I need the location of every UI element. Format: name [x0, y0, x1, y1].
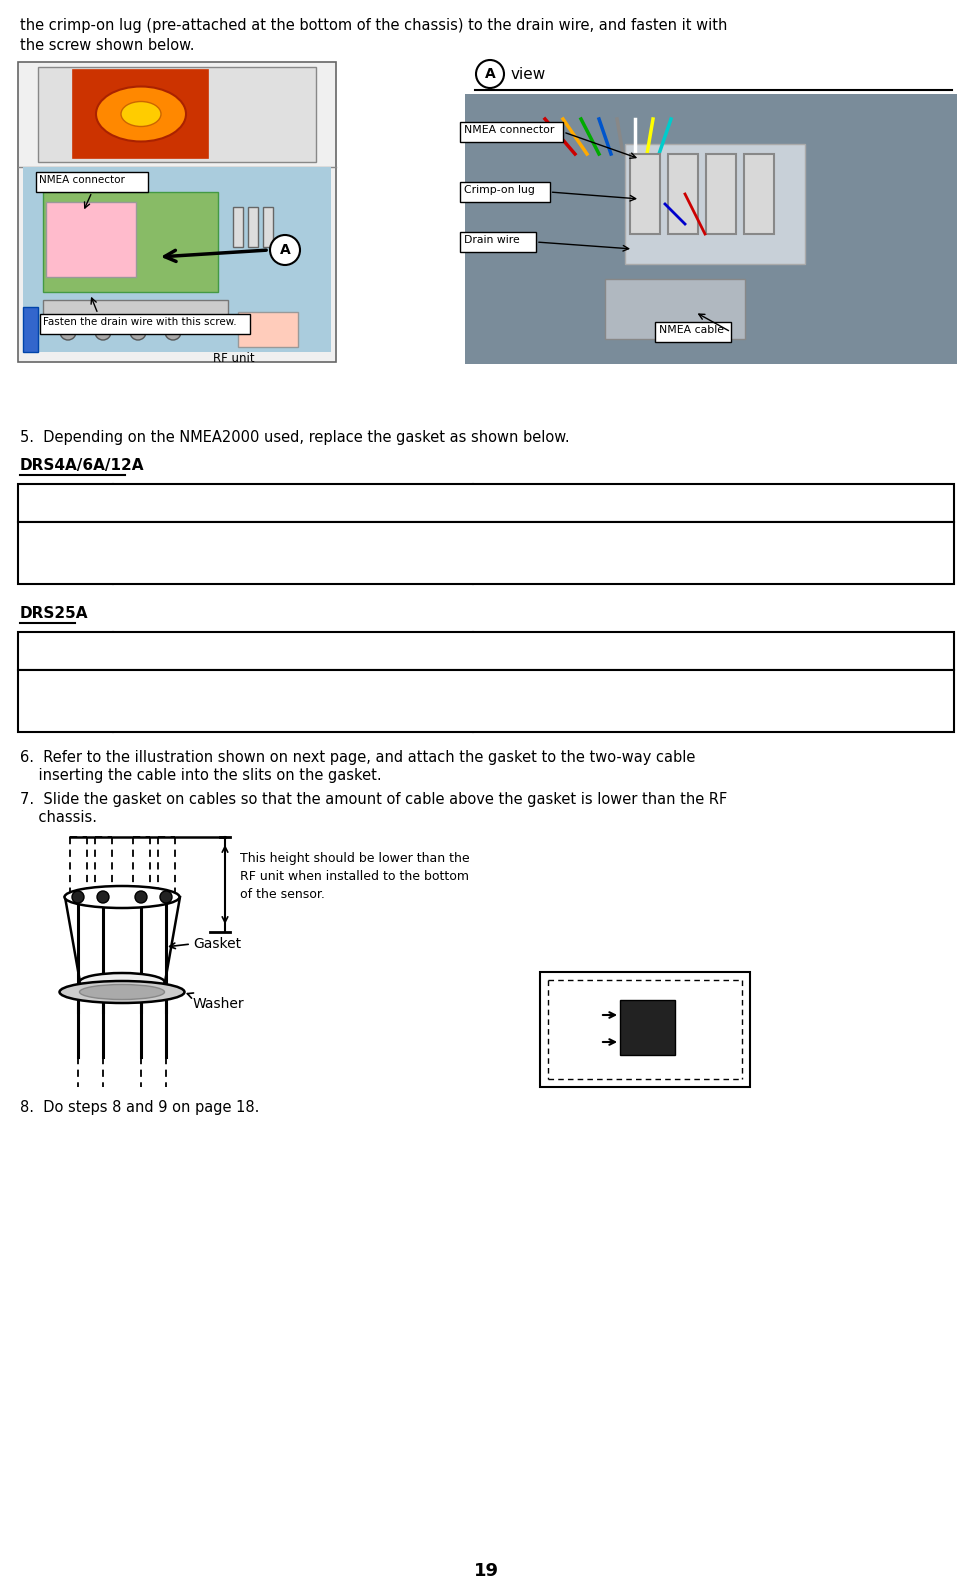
Text: RF unit: RF unit [688, 1018, 735, 1031]
Bar [460, 182, 549, 202]
Text: Fasten the drain wire with this screw.: Fasten the drain wire with this screw. [43, 318, 236, 327]
Bar [263, 207, 273, 247]
Text: Code No.: 001-025-790): Code No.: 001-025-790) [478, 549, 644, 561]
Text: view: view [511, 66, 546, 82]
Text: M12-05BFFM (φ6): M12-05BFFM (φ6) [231, 640, 355, 655]
Bar [465, 93, 957, 364]
Bar [655, 323, 731, 341]
Circle shape [160, 892, 172, 903]
Bar [625, 144, 805, 264]
Text: Use the gasket supplied in the plastic: Use the gasket supplied in the plastic [118, 530, 379, 544]
Bar [43, 191, 218, 292]
Bar [43, 300, 228, 323]
Text: A: A [280, 243, 291, 258]
Text: Crimp-on lug: Crimp-on lug [464, 185, 535, 194]
Bar [238, 311, 298, 346]
Bar [40, 315, 250, 334]
Bar [668, 153, 698, 234]
Text: Use the gasket supplied in the plastic: Use the gasket supplied in the plastic [118, 678, 379, 692]
Text: NMEA connector: NMEA connector [39, 175, 124, 185]
Text: bag inside the radar sensor.: bag inside the radar sensor. [118, 696, 312, 710]
Ellipse shape [121, 101, 161, 126]
Bar [706, 153, 736, 234]
Bar [630, 153, 660, 234]
Bar [744, 153, 774, 234]
Bar [23, 307, 38, 353]
Text: Code No.: 001-035-290): Code No.: 001-035-290) [478, 696, 644, 710]
Text: CB-05BFFM (φ10): CB-05BFFM (φ10) [652, 640, 774, 655]
Text: chassis.: chassis. [20, 809, 97, 825]
Circle shape [97, 892, 109, 903]
Text: of the sensor.: of the sensor. [240, 889, 325, 901]
Bar [233, 207, 243, 247]
Ellipse shape [80, 972, 164, 991]
Text: 5.  Depending on the NMEA2000 used, replace the gasket as shown below.: 5. Depending on the NMEA2000 used, repla… [20, 430, 570, 444]
Ellipse shape [96, 87, 186, 142]
Text: bag inside the radar sensor.: bag inside the radar sensor. [118, 549, 312, 561]
Bar [460, 122, 563, 142]
Text: Use the optional gasket. (Type: OP03-206,: Use the optional gasket. (Type: OP03-206… [478, 678, 770, 692]
Bar [23, 168, 331, 353]
Text: the crimp-on lug (pre-attached at the bottom of the chassis) to the drain wire, : the crimp-on lug (pre-attached at the bo… [20, 17, 727, 33]
Text: the screw shown below.: the screw shown below. [20, 38, 194, 54]
Text: inserting the cable into the slits on the gasket.: inserting the cable into the slits on th… [20, 768, 382, 783]
Text: This height should be lower than the: This height should be lower than the [240, 852, 469, 865]
Bar [38, 66, 316, 161]
Ellipse shape [59, 980, 185, 1002]
Bar [46, 202, 136, 277]
Text: Cable type: Cable type [23, 493, 98, 508]
Circle shape [95, 324, 111, 340]
Bar [605, 278, 745, 338]
Ellipse shape [64, 885, 180, 907]
Bar [18, 484, 954, 522]
Text: DRS25A: DRS25A [20, 606, 88, 621]
Bar [36, 172, 148, 191]
Ellipse shape [80, 985, 164, 999]
Text: NMEA connector: NMEA connector [464, 125, 554, 134]
Bar [73, 70, 208, 158]
Text: Gasket: Gasket [193, 938, 241, 952]
Bar [248, 207, 258, 247]
Circle shape [165, 324, 181, 340]
Bar [540, 972, 750, 1088]
Text: 19: 19 [473, 1562, 499, 1579]
Bar [620, 1001, 675, 1055]
Circle shape [135, 892, 147, 903]
Text: RF unit: RF unit [213, 353, 255, 365]
Text: Gasket: Gasket [552, 1032, 598, 1045]
Text: 6.  Refer to the illustration shown on next page, and attach the gasket to the t: 6. Refer to the illustration shown on ne… [20, 749, 695, 765]
Text: Cable: Cable [552, 1009, 590, 1021]
Bar [18, 62, 336, 362]
Text: NMEA cable: NMEA cable [659, 326, 724, 335]
Text: Washer: Washer [193, 998, 245, 1010]
Text: RF unit when installed to the bottom: RF unit when installed to the bottom [240, 870, 469, 884]
Circle shape [60, 324, 76, 340]
Text: 7.  Slide the gasket on cables so that the amount of cable above the gasket is l: 7. Slide the gasket on cables so that th… [20, 792, 727, 806]
Bar [18, 670, 954, 732]
Text: Cable type: Cable type [23, 640, 98, 655]
Bar [18, 522, 954, 583]
Circle shape [476, 60, 504, 89]
Circle shape [130, 324, 146, 340]
Bar [18, 632, 954, 670]
Circle shape [72, 892, 84, 903]
Bar [460, 232, 536, 251]
Text: Gasket: Gasket [23, 678, 71, 692]
Text: DRS4A/6A/12A: DRS4A/6A/12A [20, 458, 145, 473]
Text: 8.  Do steps 8 and 9 on page 18.: 8. Do steps 8 and 9 on page 18. [20, 1100, 260, 1115]
Text: CB-05BFFM (φ10): CB-05BFFM (φ10) [652, 493, 774, 508]
Text: A: A [485, 66, 496, 81]
Text: M12-05BFFM (φ6): M12-05BFFM (φ6) [231, 493, 355, 508]
Circle shape [270, 236, 300, 266]
Text: Use the optional gasket. (Type: OP03-205,: Use the optional gasket. (Type: OP03-205… [478, 530, 770, 544]
Text: Gasket: Gasket [23, 530, 71, 544]
Text: Drain wire: Drain wire [464, 236, 520, 245]
